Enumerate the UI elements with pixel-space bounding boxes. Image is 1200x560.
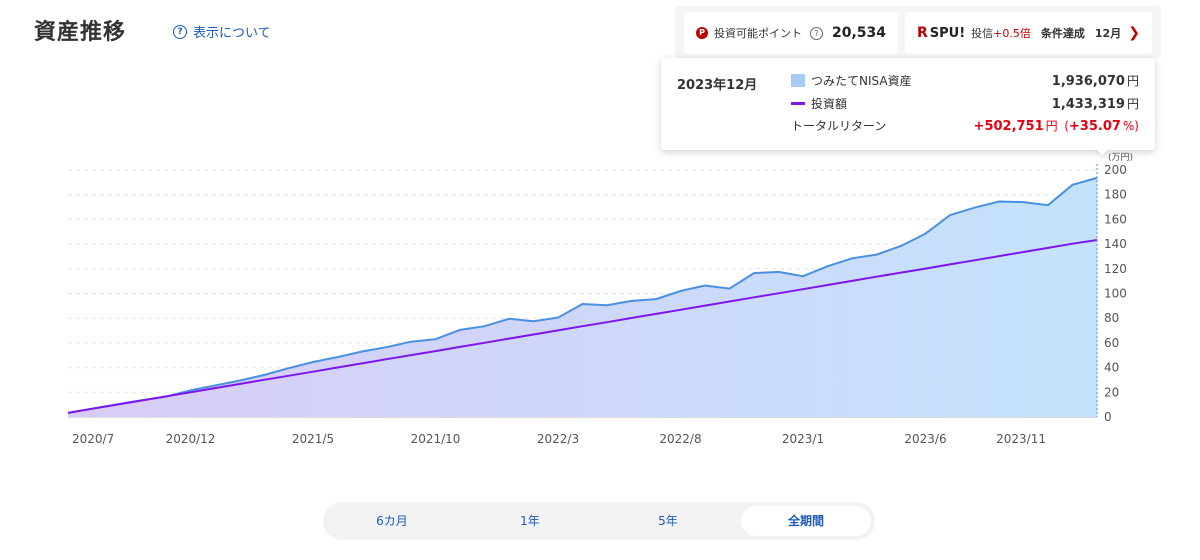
x-tick-label: 2021/10 [411,432,461,446]
tooltip-invest-value: 1,433,319 円 [1052,95,1139,112]
spu-box[interactable]: R SPU! 投信 +0.5倍 条件達成 12月 ❯ [905,12,1152,54]
spu-logo: R SPU! [917,25,965,41]
invest-series-line [67,239,1098,414]
invest-legend-swatch [791,102,805,105]
tooltip-return-label: トータルリターン [791,119,887,133]
tooltip-row-invest: 投資額 1,433,319 円 [791,95,1139,112]
y-tick-label: 180 [1104,188,1127,202]
x-tick-label: 2023/11 [996,432,1046,446]
points-help-icon[interactable]: ? [810,26,823,40]
chevron-right-icon: ❯ [1128,25,1140,41]
tooltip-asset-label: つみたてNISA資産 [811,74,912,88]
asset-legend-swatch [791,74,805,87]
period-all-button[interactable]: 全期間 [741,506,871,536]
x-tick-label: 2020/12 [166,432,216,446]
y-axis-unit: (万円) [1108,152,1133,163]
y-tick-label: 0 [1104,410,1112,424]
x-tick-label: 2023/6 [904,432,946,446]
chart-tooltip: 2023年12月 つみたてNISA資産 1,936,070 円 投資額 1,433… [661,58,1155,150]
period-1y-button[interactable]: 1年 [520,514,540,528]
return-unit: 円 [1045,119,1058,133]
x-tick-label: 2023/1 [782,432,824,446]
tooltip-arrow [1095,148,1109,156]
help-link[interactable]: ? 表示について [173,22,271,41]
period-5y-button[interactable]: 5年 [658,514,678,528]
x-tick-label: 2022/3 [537,432,579,446]
tooltip-date: 2023年12月 [677,78,758,93]
period-6m-button[interactable]: 6カ月 [376,514,408,528]
asset-series-line [67,176,1098,414]
spu-text: 投信 [971,27,994,40]
tooltip-invest-label: 投資額 [811,97,848,111]
return-pct: +35.07 [1068,119,1121,134]
y-tick-label: 40 [1104,361,1119,375]
points-box: P 投資可能ポイント ? 20,534 [684,12,898,54]
y-tick-label: 120 [1104,262,1127,276]
spu-month: 12月 [1094,27,1122,40]
spu-bonus: +0.5倍 [993,27,1031,40]
asset-value-number: 1,936,070 [1051,74,1125,89]
y-tick-label: 140 [1104,237,1127,251]
spu-logo-text: SPU! [929,25,966,41]
x-tick-label: 2020/7 [72,432,114,446]
page-title: 資産推移 [34,20,127,45]
points-label: 投資可能ポイント [714,27,802,40]
return-pct-open: ( [1064,119,1069,133]
y-tick-label: 60 [1104,336,1119,350]
tooltip-row-asset: つみたてNISA資産 1,936,070 円 [791,72,1139,89]
x-tick-label: 2021/5 [292,432,334,446]
invest-value-number: 1,433,319 [1051,97,1125,112]
points-icon: P [696,27,708,39]
tooltip-row-return: トータルリターン +502,751 円 (+35.07%) [791,117,1139,134]
help-label: 表示について [193,26,271,41]
asset-area [68,177,1097,417]
y-tick-label: 100 [1104,287,1127,301]
rakuten-r-icon: R [917,25,928,41]
points-value: 20,534 [831,25,886,41]
spu-condition: 条件達成 [1040,27,1085,40]
asset-unit: 円 [1126,74,1139,88]
return-pct-close: %) [1122,119,1139,133]
period-selector: 6カ月 1年 5年 全期間 [323,502,875,540]
tooltip-return-value: +502,751 円 (+35.07%) [974,117,1139,134]
question-icon: ? [173,24,187,39]
return-value-number: +502,751 [973,119,1044,134]
y-tick-label: 200 [1104,163,1127,177]
y-tick-label: 160 [1104,212,1127,226]
invest-unit: 円 [1126,97,1139,111]
y-tick-label: 20 [1104,385,1119,399]
x-tick-label: 2022/8 [659,432,701,446]
tooltip-asset-value: 1,936,070 円 [1052,72,1139,89]
y-tick-label: 80 [1104,311,1119,325]
